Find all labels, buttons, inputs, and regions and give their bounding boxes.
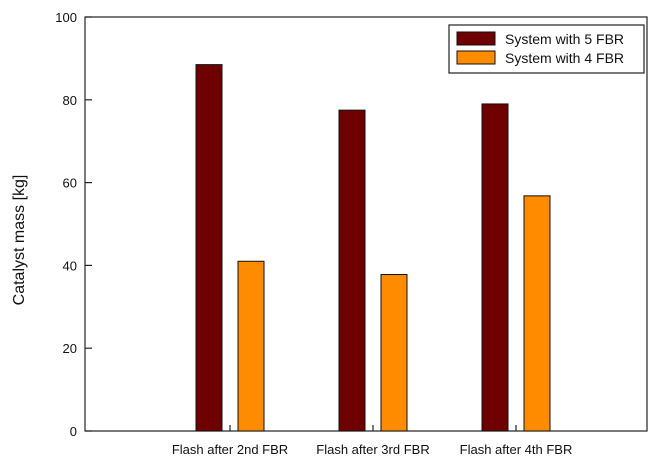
x-tick-label: Flash after 3rd FBR [316, 442, 429, 457]
bar-series2-3 [523, 195, 551, 432]
bar-series1-1 [195, 64, 223, 432]
bar-series1-2 [338, 109, 366, 432]
legend-swatch [456, 50, 496, 65]
x-tick-label: Flash after 2nd FBR [172, 442, 288, 457]
plot-area: 0 20 40 60 80 100 Flash after 2nd FBR Flash aft… [55, 10, 648, 457]
y-tick-label: 80 [63, 93, 77, 108]
y-tick-label: 20 [63, 341, 77, 356]
legend-label: System with 5 FBR [505, 31, 624, 47]
y-tick-label: 40 [63, 258, 77, 273]
y-tick-label: 100 [55, 10, 77, 25]
bar-series2-2 [380, 274, 408, 432]
y-tick-label: 0 [70, 424, 77, 439]
legend: System with 5 FBR System with 4 FBR [448, 24, 645, 74]
y-axis-title: Catalyst mass [kg] [11, 175, 28, 306]
x-tick-label: Flash after 4th FBR [460, 442, 573, 457]
y-tick-label: 60 [63, 176, 77, 191]
bar-series2-1 [237, 260, 265, 432]
plot-frame [84, 16, 648, 432]
legend-swatch [456, 31, 496, 46]
bar-series1-3 [481, 103, 509, 432]
legend-label: System with 4 FBR [505, 50, 624, 66]
